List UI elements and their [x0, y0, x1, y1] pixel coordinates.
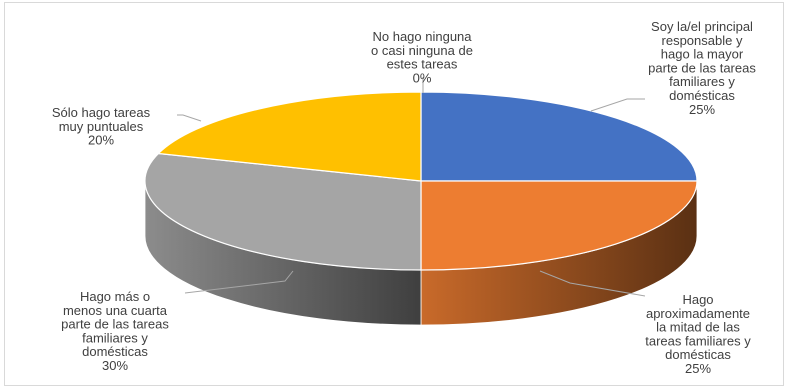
data-label-line: responsable y	[662, 33, 743, 48]
slice-top-1	[420, 180, 698, 271]
data-label-line: parte de las tareas	[61, 317, 169, 332]
data-label-line: tareas familiares y	[645, 333, 751, 348]
chart-frame: Soy la/el principal responsable y hago la …	[4, 2, 784, 386]
leader-line-2	[177, 114, 202, 122]
leader-lines	[177, 77, 646, 297]
leader-line-4	[539, 270, 646, 297]
data-label-line: estes tareas	[387, 57, 458, 72]
data-label-percent: 25%	[689, 102, 715, 117]
data-label-line: Hago más o	[80, 289, 150, 304]
data-label-line: muy puntuales	[59, 119, 144, 134]
slice-top-2	[144, 152, 422, 271]
leader-line-0	[590, 98, 645, 112]
data-label-percent: 0%	[413, 70, 432, 85]
data-label-line: domésticas	[82, 344, 148, 359]
data-label-line: familiares y	[669, 74, 735, 89]
leader-line-3	[184, 270, 294, 294]
data-label-line: menos una cuarta	[63, 303, 168, 318]
data-label-line: domésticas	[665, 347, 731, 362]
data-label-line: Sólo hago tareas	[52, 105, 151, 120]
slice-top-3	[157, 91, 422, 182]
data-label-percent: 20%	[88, 133, 114, 148]
data-label-line: o casi ninguna de	[371, 43, 473, 58]
data-label-line: hago la mayor	[661, 47, 744, 62]
data-label-percent: 25%	[685, 361, 711, 376]
pie-top-slices	[144, 91, 698, 271]
data-label-line: familiares y	[82, 330, 148, 345]
data-label-line: aproximadamente	[646, 306, 750, 321]
data-label-percent: 30%	[102, 358, 128, 373]
data-label-line: domésticas	[669, 88, 735, 103]
slice-top-0	[420, 91, 698, 182]
data-label-line: No hago ninguna	[372, 29, 472, 44]
data-label-line: parte de las tareas	[648, 60, 756, 75]
data-label-line: la mitad de las	[656, 320, 740, 335]
data-label-line: Soy la/el principal	[651, 19, 753, 34]
data-label-line: Hago	[682, 292, 713, 307]
